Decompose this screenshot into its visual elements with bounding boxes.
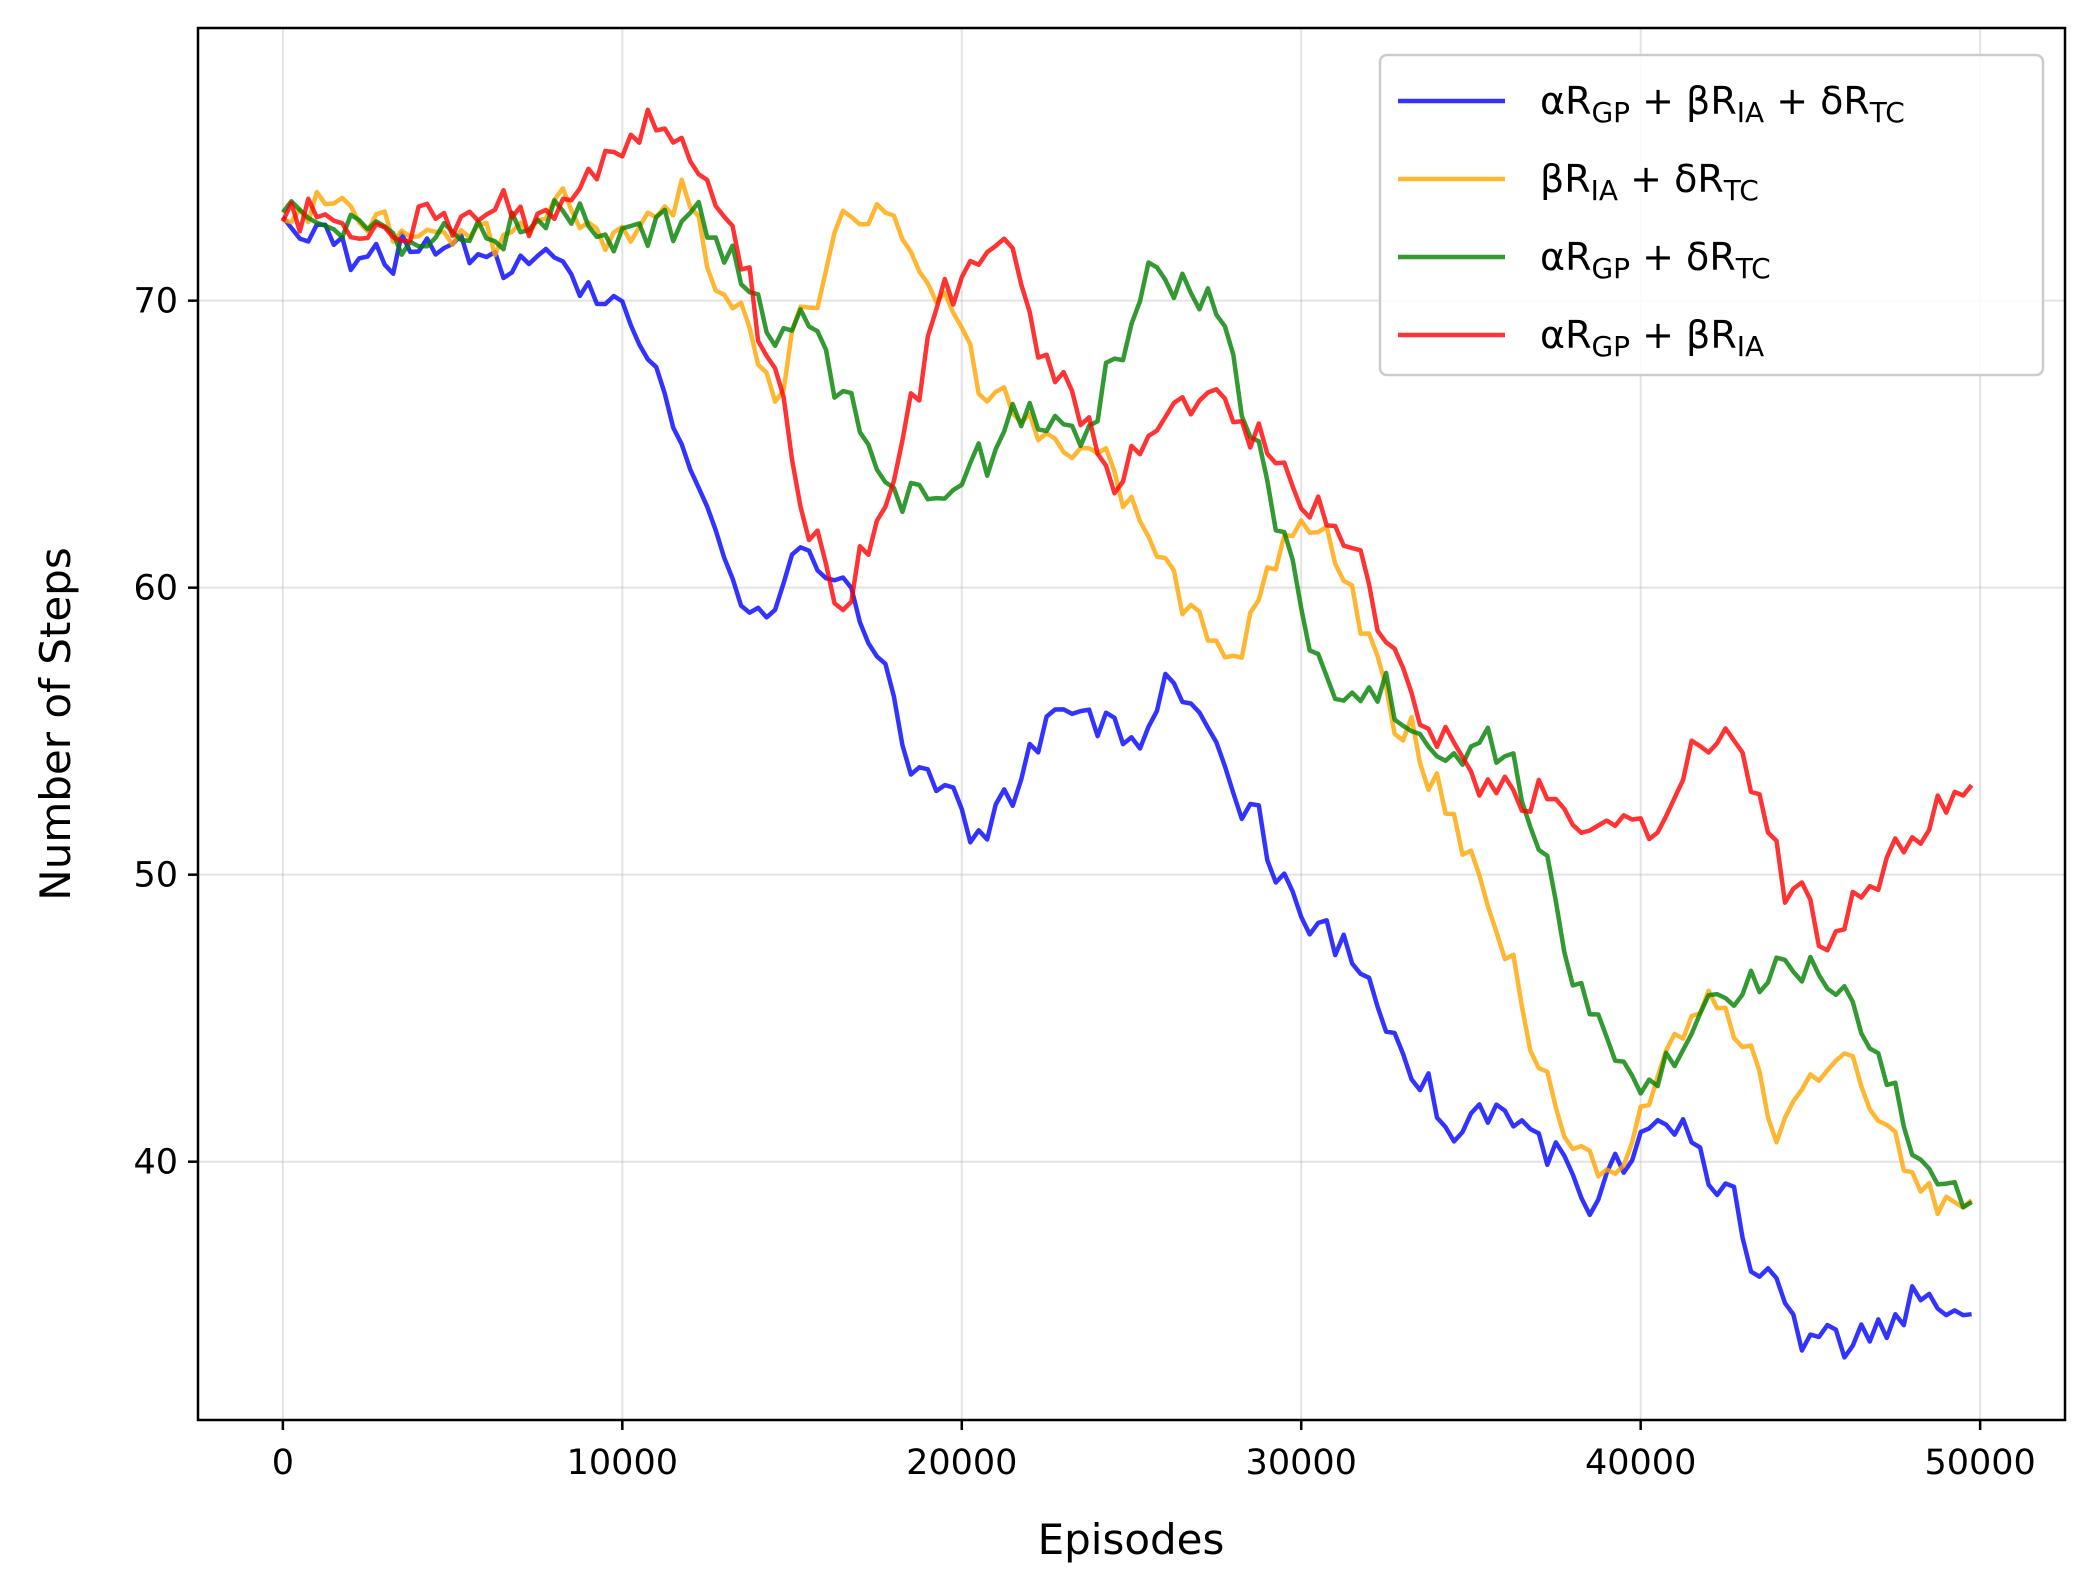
y-tick-label: 50 [133, 856, 178, 896]
legend-subscript: IA [1737, 96, 1764, 129]
legend-text-part: + β [1630, 79, 1710, 123]
x-tick-label: 0 [272, 1443, 294, 1483]
legend-frame [1378, 53, 2045, 377]
x-tick-label: 40000 [1585, 1443, 1696, 1483]
series-line-1 [281, 215, 1972, 1360]
legend-subscript: IA [1591, 174, 1618, 207]
legend-text-part: R [1697, 157, 1723, 201]
legend-text-part: R [1709, 235, 1735, 279]
legend-text-part: R [1710, 79, 1736, 123]
x-tick-label: 50000 [1924, 1443, 2035, 1483]
legend-subscript: IA [1737, 330, 1764, 363]
series-layer [280, 107, 1974, 1360]
x-axis: 0 10000 20000 30000 40000 50000 [272, 1420, 2036, 1483]
legend-text-part: β [1540, 157, 1564, 201]
y-axis-title: Number of Steps [31, 547, 80, 900]
y-tick-label: 70 [133, 282, 178, 322]
legend-text-part: + δ [1630, 235, 1709, 279]
legend-text-part: R [1565, 313, 1591, 357]
legend-text-part: α [1540, 313, 1565, 357]
legend-label: αRGP + δRTC [1540, 235, 1771, 285]
y-axis: 40 50 60 70 [133, 282, 198, 1183]
series-line-3 [281, 198, 1973, 1210]
series-line-4 [280, 107, 1974, 953]
legend-text-part: R [1564, 157, 1590, 201]
plot-frame [196, 26, 2067, 1422]
legend-text-part: R [1565, 79, 1591, 123]
legend-text-part: α [1540, 235, 1565, 279]
legend-subscript: GP [1591, 96, 1630, 129]
x-tick-label: 20000 [906, 1443, 1017, 1483]
legend-subscript: GP [1591, 252, 1630, 285]
legend-text-part: R [1565, 235, 1591, 279]
legend-subscript: TC [1869, 96, 1905, 129]
legend-label: αRGP + βRIA [1540, 313, 1764, 363]
legend-text-part: R [1843, 79, 1869, 123]
legend-label: βRIA + δRTC [1540, 157, 1759, 207]
legend-text-part: + δ [1618, 157, 1697, 201]
legend-label: αRGP + βRIA + δRTC [1540, 79, 1905, 129]
x-axis-title: Episodes [1038, 1515, 1225, 1564]
y-tick-label: 40 [133, 1143, 178, 1183]
legend-subscript: GP [1591, 330, 1630, 363]
y-tick-label: 60 [133, 569, 178, 609]
legend-subscript: TC [1735, 252, 1771, 285]
legend-text-part: + δ [1764, 79, 1843, 123]
legend-text-part: + β [1630, 313, 1710, 357]
legend-text-part: α [1540, 79, 1565, 123]
x-tick-label: 10000 [567, 1443, 678, 1483]
legend-text-part: R [1710, 313, 1736, 357]
x-tick-label: 30000 [1246, 1443, 1357, 1483]
series-line-2 [282, 177, 1974, 1217]
legend-subscript: TC [1723, 174, 1759, 207]
